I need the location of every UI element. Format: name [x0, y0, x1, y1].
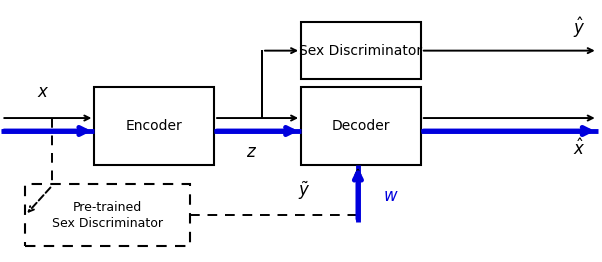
Text: $w$: $w$	[383, 187, 399, 205]
FancyBboxPatch shape	[95, 87, 214, 165]
Text: $\hat{y}$: $\hat{y}$	[574, 15, 586, 40]
Text: Decoder: Decoder	[332, 119, 390, 133]
Text: $x$: $x$	[37, 83, 49, 101]
Text: $\tilde{y}$: $\tilde{y}$	[298, 179, 310, 202]
Text: $z$: $z$	[246, 143, 257, 161]
FancyBboxPatch shape	[301, 22, 421, 79]
Text: Sex Discriminator: Sex Discriminator	[52, 216, 163, 230]
Text: Sex Discriminator: Sex Discriminator	[299, 44, 423, 58]
Text: Pre-trained: Pre-trained	[73, 201, 143, 214]
Text: $\hat{x}$: $\hat{x}$	[574, 139, 586, 160]
FancyBboxPatch shape	[25, 184, 190, 246]
FancyBboxPatch shape	[301, 87, 421, 165]
Text: Encoder: Encoder	[126, 119, 182, 133]
